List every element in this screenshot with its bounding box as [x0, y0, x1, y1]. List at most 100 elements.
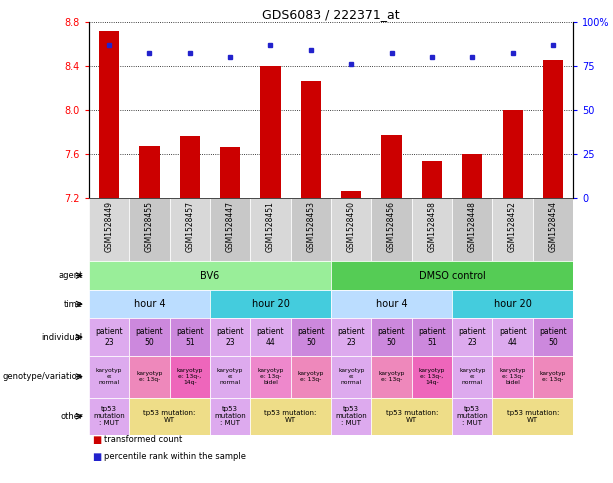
Text: tp53
mutation
: MUT: tp53 mutation : MUT [335, 406, 367, 426]
Text: karyotyp
e:
normal: karyotyp e: normal [96, 369, 122, 385]
Text: patient
44: patient 44 [257, 327, 284, 347]
Bar [170, 356, 210, 398]
Bar [492, 318, 533, 356]
Text: individual: individual [42, 333, 83, 341]
Text: other: other [60, 412, 83, 421]
Bar [250, 198, 291, 261]
Text: karyotyp
e:
normal: karyotyp e: normal [217, 369, 243, 385]
Bar [89, 261, 331, 290]
Bar [533, 356, 573, 398]
Bar [492, 356, 533, 398]
Text: patient
50: patient 50 [135, 327, 163, 347]
Text: karyotyp
e: 13q-
bidel: karyotyp e: 13q- bidel [257, 369, 284, 385]
Text: GSM1528447: GSM1528447 [226, 201, 235, 252]
Bar [452, 290, 573, 318]
Text: hour 4: hour 4 [376, 299, 408, 309]
Text: GSM1528458: GSM1528458 [427, 201, 436, 252]
Text: DMSO control: DMSO control [419, 270, 485, 281]
Bar [371, 318, 412, 356]
Bar [210, 198, 250, 261]
Text: karyotyp
e: 13q-: karyotyp e: 13q- [136, 371, 162, 382]
Bar [89, 198, 129, 261]
Bar [533, 318, 573, 356]
Bar [139, 146, 159, 198]
Bar [250, 318, 291, 356]
Bar [492, 398, 573, 435]
Text: transformed count: transformed count [104, 435, 183, 444]
Bar [170, 198, 210, 261]
Bar [89, 318, 129, 356]
Text: patient
23: patient 23 [216, 327, 244, 347]
Text: GSM1528456: GSM1528456 [387, 201, 396, 252]
Bar [99, 30, 119, 198]
Bar [210, 318, 250, 356]
Bar [341, 191, 361, 198]
Bar [452, 398, 492, 435]
Bar [210, 398, 250, 435]
Text: patient
50: patient 50 [297, 327, 325, 347]
Bar [291, 318, 331, 356]
Bar [533, 198, 573, 261]
Text: tp53 mutation:
WT: tp53 mutation: WT [506, 410, 559, 423]
Bar [220, 147, 240, 198]
Title: GDS6083 / 222371_at: GDS6083 / 222371_at [262, 8, 400, 21]
Text: tp53 mutation:
WT: tp53 mutation: WT [264, 410, 317, 423]
Bar [331, 318, 371, 356]
Bar [210, 290, 331, 318]
Bar [89, 290, 210, 318]
Bar [371, 356, 412, 398]
Bar [331, 290, 452, 318]
Bar [371, 198, 412, 261]
Text: karyotyp
e: 13q-: karyotyp e: 13q- [378, 371, 405, 382]
Text: ■: ■ [92, 452, 101, 462]
Text: tp53 mutation:
WT: tp53 mutation: WT [386, 410, 438, 423]
Text: GSM1528452: GSM1528452 [508, 201, 517, 252]
Text: GSM1528453: GSM1528453 [306, 201, 315, 252]
Text: agent: agent [58, 271, 83, 280]
Bar [129, 198, 170, 261]
Bar [129, 356, 170, 398]
Bar [261, 66, 281, 198]
Text: time: time [64, 299, 83, 309]
Text: BV6: BV6 [200, 270, 219, 281]
Text: tp53
mutation
: MUT: tp53 mutation : MUT [457, 406, 488, 426]
Text: patient
23: patient 23 [337, 327, 365, 347]
Bar [503, 110, 523, 198]
Bar [412, 356, 452, 398]
Text: patient
50: patient 50 [378, 327, 405, 347]
Bar [129, 318, 170, 356]
Bar [180, 136, 200, 198]
Bar [543, 60, 563, 198]
Bar [422, 161, 442, 198]
Bar [452, 198, 492, 261]
Bar [210, 356, 250, 398]
Text: GSM1528457: GSM1528457 [185, 201, 194, 252]
Text: GSM1528454: GSM1528454 [549, 201, 557, 252]
Bar [462, 154, 482, 198]
Bar [452, 356, 492, 398]
Text: tp53
mutation
: MUT: tp53 mutation : MUT [215, 406, 246, 426]
Bar [412, 318, 452, 356]
Text: patient
44: patient 44 [499, 327, 527, 347]
Text: karyotyp
e: 13q-: karyotyp e: 13q- [298, 371, 324, 382]
Text: tp53 mutation:
WT: tp53 mutation: WT [143, 410, 196, 423]
Text: ■: ■ [92, 435, 101, 445]
Bar [250, 356, 291, 398]
Bar [170, 318, 210, 356]
Bar [291, 356, 331, 398]
Text: GSM1528455: GSM1528455 [145, 201, 154, 252]
Bar [291, 198, 331, 261]
Text: karyotyp
e: 13q-,
14q-: karyotyp e: 13q-, 14q- [419, 369, 445, 385]
Text: GSM1528450: GSM1528450 [347, 201, 356, 252]
Text: patient
23: patient 23 [95, 327, 123, 347]
Text: patient
51: patient 51 [418, 327, 446, 347]
Bar [371, 398, 452, 435]
Bar [331, 356, 371, 398]
Text: genotype/variation: genotype/variation [2, 372, 83, 381]
Text: karyotyp
e: 13q-,
14q-: karyotyp e: 13q-, 14q- [177, 369, 203, 385]
Text: karyotyp
e: 13q-: karyotyp e: 13q- [540, 371, 566, 382]
Bar [250, 398, 331, 435]
Bar [331, 398, 371, 435]
Bar [301, 81, 321, 198]
Text: patient
51: patient 51 [176, 327, 204, 347]
